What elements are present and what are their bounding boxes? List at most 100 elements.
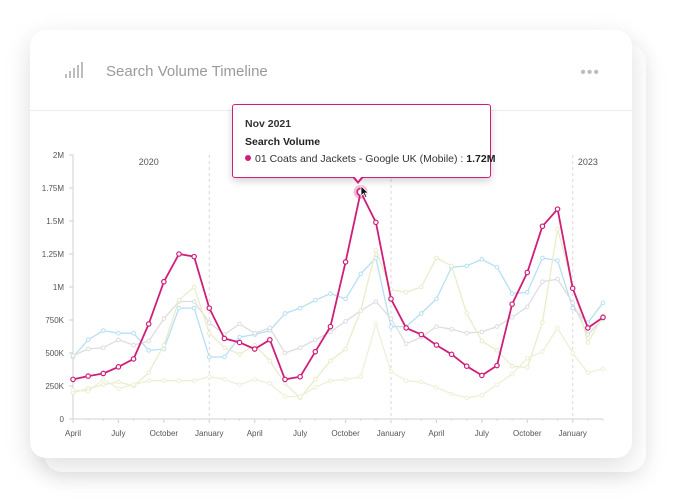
series-point-3 [146,370,152,376]
series-point-1 [555,258,560,263]
series-point-4 [191,378,197,384]
series-point-4 [403,378,409,384]
series-point-4 [176,378,182,384]
series-line-3 [72,228,604,399]
series-point-2 [85,346,91,352]
series-point-4 [464,395,470,401]
series-point-0 [418,331,425,338]
series-point-0 [433,342,440,348]
series-point-4 [388,369,394,374]
series-point-0 [85,373,91,379]
series-point-0 [342,259,349,265]
series-point-4 [267,381,273,386]
series-point-3 [116,379,121,385]
series-point-3 [267,358,273,364]
series-point-0 [221,335,228,342]
series-point-4 [100,377,106,382]
series-point-2 [70,353,76,358]
series-point-3 [312,377,318,382]
series-point-0 [524,269,531,276]
series-point-3 [449,263,454,269]
series-point-0 [115,364,122,370]
series-point-3 [237,352,242,357]
series-point-2 [524,304,530,310]
series-point-1 [418,311,424,316]
bar-chart-icon [65,62,83,78]
series-point-1 [328,291,333,296]
series-point-1 [222,354,227,360]
series-point-0 [251,346,258,352]
series-point-2 [494,324,500,329]
y-tick-label: 1.75M [42,184,65,193]
series-point-2 [267,325,273,331]
series-point-0 [267,336,273,343]
year-label: 2023 [578,157,598,167]
series-point-3 [176,297,182,303]
series-point-1 [479,256,485,262]
x-tick-label: April [428,429,444,438]
series-point-4 [509,371,515,377]
series-point-1 [464,263,470,269]
series-point-4 [570,350,576,356]
series-point-3 [206,330,212,336]
series-point-0 [600,314,606,321]
y-tick-label: 750K [45,316,64,325]
series-point-0 [282,376,288,383]
series-point-0 [569,285,576,292]
tooltip-series-row: 01 Coats and Jackets - Google UK (Mobile… [245,153,495,165]
y-tick-label: 0 [60,415,65,424]
series-point-3 [343,346,348,352]
series-point-4 [494,382,500,387]
tooltip-series-label: 01 Coats and Jackets - Google UK (Mobile… [255,153,467,165]
series-point-0 [130,356,137,362]
series-point-3 [161,342,167,348]
series-point-2 [449,326,454,332]
series-point-0 [509,301,515,307]
series-point-2 [509,315,515,320]
series-point-0 [206,305,213,311]
series-point-3 [494,348,500,353]
series-point-3 [100,382,106,387]
series-point-1 [297,305,303,311]
series-point-4 [600,366,606,372]
x-tick-label: April [65,429,81,438]
more-options-icon[interactable]: ••• [580,64,600,81]
series-point-0 [373,219,379,226]
series-point-1 [524,289,530,295]
series-point-0 [494,362,500,369]
series-point-2 [297,345,303,351]
series-point-0 [145,321,152,327]
series-point-0 [448,351,455,358]
series-point-2 [237,321,242,327]
series-point-1 [146,348,152,353]
x-tick-label: April [247,429,263,438]
series-point-2 [252,330,258,336]
series-point-4 [312,385,318,390]
series-point-4 [343,377,348,382]
x-tick-label: January [377,429,405,438]
series-point-4 [449,391,454,397]
series-point-1 [343,296,348,302]
series-point-3 [479,338,485,344]
series-point-1 [358,271,364,277]
series-point-0 [297,373,303,380]
series-point-0 [312,348,319,355]
series-line-1 [72,257,604,358]
series-point-1 [509,291,515,296]
series-point-3 [222,345,227,351]
series-point-2 [555,276,560,282]
series-point-1 [600,300,606,306]
series-point-4 [434,385,439,390]
series-point-4 [85,388,91,394]
series-point-2 [328,329,333,335]
series-point-3 [509,363,515,369]
series-point-4 [358,374,364,380]
series-point-1 [131,330,136,336]
series-point-2 [100,345,106,351]
series-point-2 [131,342,136,348]
x-tick-label: July [475,429,489,438]
series-point-2 [312,337,318,343]
series-point-0 [236,339,243,346]
series-point-1 [494,264,500,270]
